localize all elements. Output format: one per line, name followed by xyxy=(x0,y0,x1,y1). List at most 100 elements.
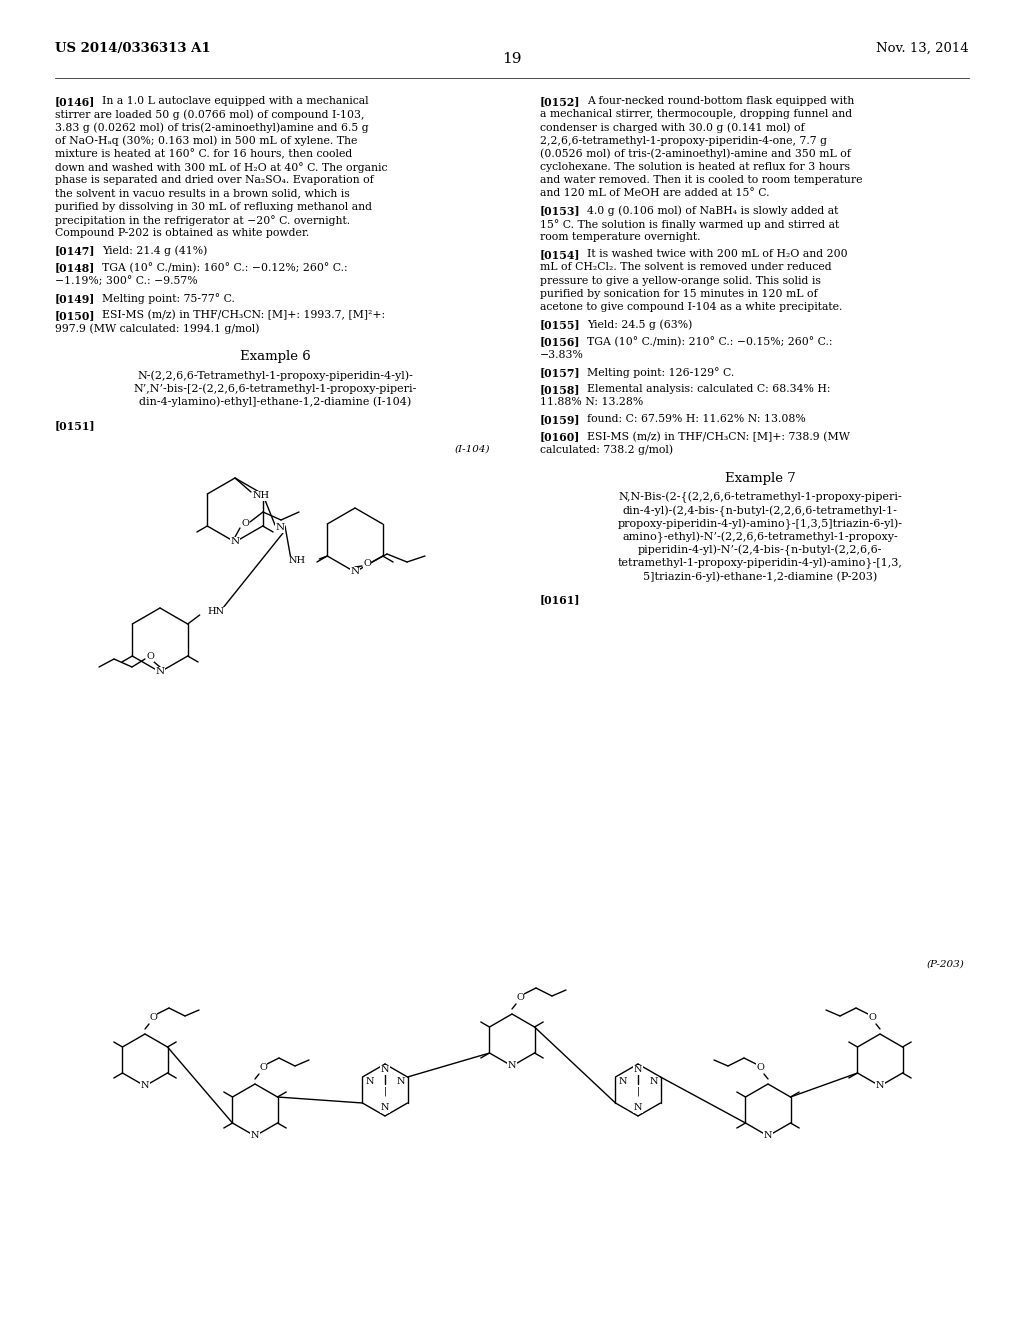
Text: O: O xyxy=(364,560,371,569)
Text: 5]triazin-6-yl)-ethane-1,2-diamine (P-203): 5]triazin-6-yl)-ethane-1,2-diamine (P-20… xyxy=(643,572,878,582)
Text: ESI-MS (m/z) in THF/CH₃CN: [M]+: 1993.7, [M]²+:: ESI-MS (m/z) in THF/CH₃CN: [M]+: 1993.7,… xyxy=(102,310,385,321)
Text: piperidin-4-yl)-N’-(2,4-bis-{n-butyl-(2,2,6,6-: piperidin-4-yl)-N’-(2,4-bis-{n-butyl-(2,… xyxy=(638,545,883,556)
Text: |: | xyxy=(636,1086,640,1096)
Text: and 120 mL of MeOH are added at 15° C.: and 120 mL of MeOH are added at 15° C. xyxy=(540,189,769,198)
Text: N: N xyxy=(140,1081,150,1090)
Text: N: N xyxy=(618,1077,627,1085)
Text: [0150]: [0150] xyxy=(55,310,95,321)
Text: acetone to give compound I-104 as a white precipitate.: acetone to give compound I-104 as a whit… xyxy=(540,302,843,312)
Text: ESI-MS (m/z) in THF/CH₃CN: [M]+: 738.9 (MW: ESI-MS (m/z) in THF/CH₃CN: [M]+: 738.9 (… xyxy=(587,432,850,442)
Text: N: N xyxy=(350,568,359,577)
Text: NH: NH xyxy=(253,491,270,500)
Text: Compound P-202 is obtained as white powder.: Compound P-202 is obtained as white powd… xyxy=(55,228,309,238)
Text: It is washed twice with 200 mL of H₂O and 200: It is washed twice with 200 mL of H₂O an… xyxy=(587,249,848,259)
Text: O: O xyxy=(150,1014,157,1023)
Text: Example 7: Example 7 xyxy=(725,473,796,484)
Text: Nov. 13, 2014: Nov. 13, 2014 xyxy=(877,42,969,55)
Text: TGA (10° C./min): 210° C.: −0.15%; 260° C.:: TGA (10° C./min): 210° C.: −0.15%; 260° … xyxy=(587,337,833,347)
Text: TGA (10° C./min): 160° C.: −0.12%; 260° C.:: TGA (10° C./min): 160° C.: −0.12%; 260° … xyxy=(102,263,347,273)
Text: O: O xyxy=(516,994,524,1002)
Text: down and washed with 300 mL of H₂O at 40° C. The organic: down and washed with 300 mL of H₂O at 40… xyxy=(55,162,387,173)
Text: N: N xyxy=(634,1104,642,1113)
Text: precipitation in the refrigerator at −20° C. overnight.: precipitation in the refrigerator at −20… xyxy=(55,215,350,226)
Text: [0149]: [0149] xyxy=(55,293,95,304)
Text: N: N xyxy=(649,1077,657,1085)
Text: a mechanical stirrer, thermocouple, dropping funnel and: a mechanical stirrer, thermocouple, drop… xyxy=(540,110,852,119)
Text: N,N-Bis-(2-{(2,2,6,6-tetramethyl-1-propoxy-piperi-: N,N-Bis-(2-{(2,2,6,6-tetramethyl-1-propo… xyxy=(618,492,902,503)
Text: N: N xyxy=(634,1065,642,1074)
Text: N’,N’-bis-[2-(2,2,6,6-tetramethyl-1-propoxy-piperi-: N’,N’-bis-[2-(2,2,6,6-tetramethyl-1-prop… xyxy=(133,384,417,395)
Text: 997.9 (MW calculated: 1994.1 g/mol): 997.9 (MW calculated: 1994.1 g/mol) xyxy=(55,323,259,334)
Text: din-4-yl)-(2,4-bis-{n-butyl-(2,2,6,6-tetramethyl-1-: din-4-yl)-(2,4-bis-{n-butyl-(2,2,6,6-tet… xyxy=(623,506,897,516)
Text: found: C: 67.59% H: 11.62% N: 13.08%: found: C: 67.59% H: 11.62% N: 13.08% xyxy=(587,414,806,425)
Text: O: O xyxy=(259,1064,267,1072)
Text: [0157]: [0157] xyxy=(540,367,581,378)
Text: Example 6: Example 6 xyxy=(240,350,310,363)
Text: the solvent in vacuo results in a brown solid, which is: the solvent in vacuo results in a brown … xyxy=(55,189,350,198)
Text: O: O xyxy=(756,1064,764,1072)
Text: N: N xyxy=(366,1077,374,1085)
Text: propoxy-piperidin-4-yl)-amino}-[1,3,5]triazin-6-yl)-: propoxy-piperidin-4-yl)-amino}-[1,3,5]tr… xyxy=(617,519,902,529)
Text: [0152]: [0152] xyxy=(540,96,581,107)
Text: [0154]: [0154] xyxy=(540,249,581,260)
Text: and water removed. Then it is cooled to room temperature: and water removed. Then it is cooled to … xyxy=(540,176,862,185)
Text: mL of CH₂Cl₂. The solvent is removed under reduced: mL of CH₂Cl₂. The solvent is removed und… xyxy=(540,263,831,272)
Text: cyclohexane. The solution is heated at reflux for 3 hours: cyclohexane. The solution is heated at r… xyxy=(540,162,850,172)
Text: [0147]: [0147] xyxy=(55,246,95,256)
Text: 4.0 g (0.106 mol) of NaBH₄ is slowly added at: 4.0 g (0.106 mol) of NaBH₄ is slowly add… xyxy=(587,206,839,216)
Text: Melting point: 75-77° C.: Melting point: 75-77° C. xyxy=(102,293,234,304)
Text: 2,2,6,6-tetramethyl-1-propoxy-piperidin-4-one, 7.7 g: 2,2,6,6-tetramethyl-1-propoxy-piperidin-… xyxy=(540,136,827,145)
Text: (P-203): (P-203) xyxy=(927,960,964,969)
Text: |: | xyxy=(383,1086,387,1096)
Text: N: N xyxy=(876,1081,885,1090)
Text: 15° C. The solution is finally warmed up and stirred at: 15° C. The solution is finally warmed up… xyxy=(540,219,840,230)
Text: −1.19%; 300° C.: −9.57%: −1.19%; 300° C.: −9.57% xyxy=(55,276,198,285)
Text: purified by sonication for 15 minutes in 120 mL of: purified by sonication for 15 minutes in… xyxy=(540,289,817,298)
Text: din-4-ylamino)-ethyl]-ethane-1,2-diamine (I-104): din-4-ylamino)-ethyl]-ethane-1,2-diamine… xyxy=(139,397,411,408)
Text: 3.83 g (0.0262 mol) of tris(2-aminoethyl)amine and 6.5 g: 3.83 g (0.0262 mol) of tris(2-aminoethyl… xyxy=(55,123,369,133)
Text: Yield: 21.4 g (41%): Yield: 21.4 g (41%) xyxy=(102,246,208,256)
Text: [0158]: [0158] xyxy=(540,384,581,395)
Text: N: N xyxy=(381,1065,389,1074)
Text: Yield: 24.5 g (63%): Yield: 24.5 g (63%) xyxy=(587,319,692,330)
Text: Melting point: 126-129° C.: Melting point: 126-129° C. xyxy=(587,367,734,378)
Text: 19: 19 xyxy=(502,51,522,66)
Text: A four-necked round-bottom flask equipped with: A four-necked round-bottom flask equippe… xyxy=(587,96,854,106)
Text: N: N xyxy=(396,1077,404,1085)
Text: phase is separated and dried over Na₂SO₄. Evaporation of: phase is separated and dried over Na₂SO₄… xyxy=(55,176,374,185)
Text: stirrer are loaded 50 g (0.0766 mol) of compound I-103,: stirrer are loaded 50 g (0.0766 mol) of … xyxy=(55,110,365,120)
Text: N: N xyxy=(508,1061,516,1071)
Text: US 2014/0336313 A1: US 2014/0336313 A1 xyxy=(55,42,211,55)
Text: condenser is charged with 30.0 g (0.141 mol) of: condenser is charged with 30.0 g (0.141 … xyxy=(540,123,805,133)
Text: O: O xyxy=(146,652,154,661)
Text: [0156]: [0156] xyxy=(540,337,581,347)
Text: N: N xyxy=(156,668,165,676)
Text: pressure to give a yellow-orange solid. This solid is: pressure to give a yellow-orange solid. … xyxy=(540,276,821,285)
Text: N: N xyxy=(381,1104,389,1113)
Text: Elemental analysis: calculated C: 68.34% H:: Elemental analysis: calculated C: 68.34%… xyxy=(587,384,830,393)
Text: (I-104): (I-104) xyxy=(455,445,490,454)
Text: −3.83%: −3.83% xyxy=(540,350,584,359)
Text: [0153]: [0153] xyxy=(540,206,581,216)
Text: purified by dissolving in 30 mL of refluxing methanol and: purified by dissolving in 30 mL of reflu… xyxy=(55,202,372,211)
Text: 11.88% N: 13.28%: 11.88% N: 13.28% xyxy=(540,397,643,407)
Text: amino}-ethyl)-N’-(2,2,6,6-tetramethyl-1-propoxy-: amino}-ethyl)-N’-(2,2,6,6-tetramethyl-1-… xyxy=(623,532,898,543)
Text: (0.0526 mol) of tris-(2-aminoethyl)-amine and 350 mL of: (0.0526 mol) of tris-(2-aminoethyl)-amin… xyxy=(540,149,851,160)
Text: NH: NH xyxy=(288,557,305,565)
Text: [0148]: [0148] xyxy=(55,263,95,273)
Text: N-(2,2,6,6-Tetramethyl-1-propoxy-piperidin-4-yl)-: N-(2,2,6,6-Tetramethyl-1-propoxy-piperid… xyxy=(137,371,413,381)
Text: [0160]: [0160] xyxy=(540,432,581,442)
Text: [0159]: [0159] xyxy=(540,414,581,425)
Text: tetramethyl-1-propoxy-piperidin-4-yl)-amino}-[1,3,: tetramethyl-1-propoxy-piperidin-4-yl)-am… xyxy=(617,558,902,569)
Text: N: N xyxy=(251,1131,259,1140)
Text: N: N xyxy=(275,524,285,532)
Text: N: N xyxy=(764,1131,772,1140)
Text: calculated: 738.2 g/mol): calculated: 738.2 g/mol) xyxy=(540,445,673,455)
Text: [0151]: [0151] xyxy=(55,420,95,432)
Text: [0155]: [0155] xyxy=(540,319,581,330)
Text: N: N xyxy=(230,537,240,546)
Text: [0161]: [0161] xyxy=(540,594,581,606)
Text: room temperature overnight.: room temperature overnight. xyxy=(540,232,700,242)
Text: [0146]: [0146] xyxy=(55,96,95,107)
Text: HN: HN xyxy=(208,607,225,616)
